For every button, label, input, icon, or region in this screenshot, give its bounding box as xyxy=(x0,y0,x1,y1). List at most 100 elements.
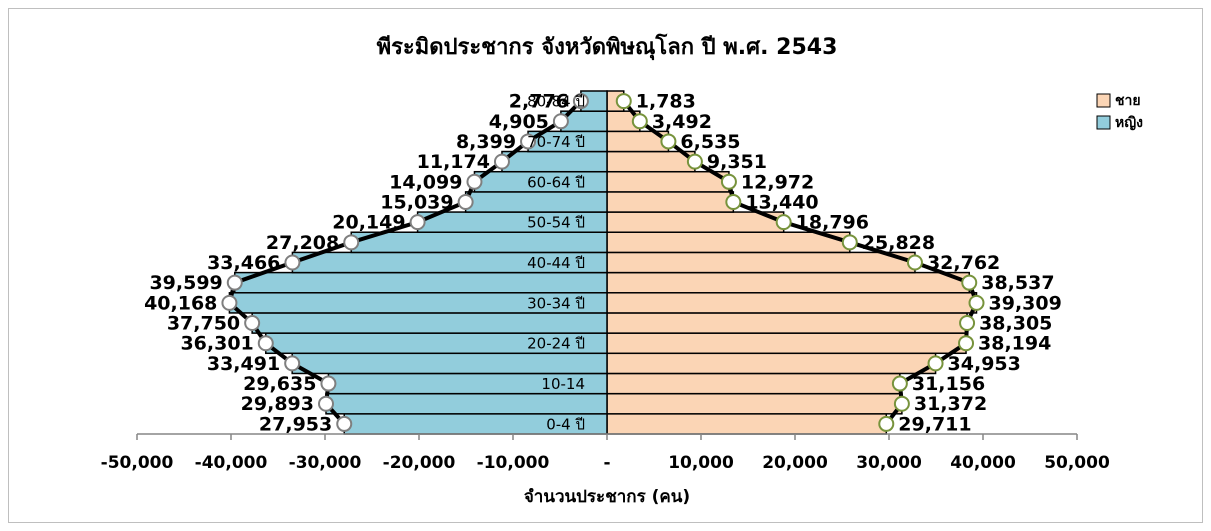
data-label: 6,535 xyxy=(680,131,740,153)
bar xyxy=(291,352,608,375)
bar xyxy=(606,292,978,314)
marker xyxy=(457,193,474,210)
bar xyxy=(606,312,968,334)
data-label: 31,372 xyxy=(914,393,987,415)
marker xyxy=(775,214,792,231)
bar xyxy=(606,372,901,395)
marker xyxy=(318,395,335,412)
bar xyxy=(606,392,903,415)
bar xyxy=(606,191,735,213)
x-tick-label: 50,000 xyxy=(1044,453,1110,473)
marker xyxy=(958,335,975,352)
data-label: 9,351 xyxy=(707,151,767,173)
x-tick-label: 30,000 xyxy=(856,453,922,473)
bar xyxy=(606,251,916,274)
bar xyxy=(606,352,937,375)
x-tick-label: 10,000 xyxy=(668,453,734,473)
bar xyxy=(606,413,888,435)
category-label: 70-74 ปี xyxy=(527,133,585,151)
marker xyxy=(520,133,537,150)
data-label: 38,537 xyxy=(981,272,1054,294)
category-label: 50-54 ปี xyxy=(527,214,585,232)
data-label: 29,711 xyxy=(898,413,971,435)
x-tick-label: - xyxy=(603,453,610,473)
data-label: 13,440 xyxy=(745,191,818,213)
marker xyxy=(968,294,985,311)
marker xyxy=(552,113,569,130)
data-label: 27,953 xyxy=(259,413,332,435)
data-label: 37,750 xyxy=(167,313,240,335)
marker xyxy=(284,254,301,271)
data-label: 39,599 xyxy=(149,272,222,294)
bar xyxy=(234,271,608,294)
data-label: 25,828 xyxy=(862,232,935,254)
data-label: 3,492 xyxy=(652,111,712,133)
data-label: 39,309 xyxy=(989,292,1062,314)
marker xyxy=(343,234,360,251)
bar xyxy=(606,271,970,294)
bar xyxy=(606,231,851,254)
x-tick-label: -10,000 xyxy=(477,453,550,473)
marker xyxy=(257,335,274,352)
bar xyxy=(325,392,608,415)
data-label: 18,796 xyxy=(796,212,869,234)
marker xyxy=(409,214,426,231)
x-tick-label: -20,000 xyxy=(383,453,456,473)
data-label: 20,149 xyxy=(332,212,405,234)
marker xyxy=(221,294,238,311)
bar xyxy=(251,312,608,334)
bar xyxy=(606,170,730,193)
bar xyxy=(501,150,608,173)
marker xyxy=(927,355,944,372)
category-label: 30-34 ปี xyxy=(527,294,585,312)
category-label: 80-84 ปี xyxy=(527,93,585,111)
data-label: 29,635 xyxy=(243,373,316,395)
marker xyxy=(686,153,703,170)
marker xyxy=(841,234,858,251)
marker xyxy=(320,375,337,392)
data-label: 27,208 xyxy=(266,232,339,254)
data-label: 1,783 xyxy=(636,91,696,113)
data-label: 15,039 xyxy=(380,191,453,213)
x-tick-label: 20,000 xyxy=(762,453,828,473)
category-label: 10-14 xyxy=(541,375,585,393)
bar xyxy=(606,332,967,355)
legend-swatch xyxy=(1096,93,1111,108)
bar xyxy=(606,150,696,173)
marker xyxy=(336,415,353,432)
data-label: 36,301 xyxy=(180,333,253,355)
marker xyxy=(493,153,510,170)
data-label: 14,099 xyxy=(389,171,462,193)
marker xyxy=(725,193,742,210)
x-tick-label: -40,000 xyxy=(195,453,268,473)
data-label: 8,399 xyxy=(456,131,516,153)
legend-label: ชาย xyxy=(1115,93,1141,109)
category-label: 60-64 ปี xyxy=(527,173,585,191)
marker xyxy=(961,274,978,291)
data-label: 29,893 xyxy=(241,393,314,415)
category-label: 40-44 ปี xyxy=(527,254,585,272)
legend-swatch xyxy=(1096,115,1111,130)
marker xyxy=(893,395,910,412)
category-label: 0-4 ปี xyxy=(546,415,585,433)
data-label: 31,156 xyxy=(912,373,985,395)
data-label: 34,953 xyxy=(948,353,1021,375)
data-label: 40,168 xyxy=(144,292,217,314)
data-label: 38,305 xyxy=(979,313,1052,335)
x-tick-label: -30,000 xyxy=(289,453,362,473)
marker xyxy=(660,133,677,150)
marker xyxy=(226,274,243,291)
marker xyxy=(466,173,483,190)
data-label: 33,466 xyxy=(207,252,280,274)
data-label: 38,194 xyxy=(978,333,1051,355)
marker xyxy=(891,375,908,392)
data-label: 32,762 xyxy=(927,252,1000,274)
bar xyxy=(606,211,785,233)
marker xyxy=(615,93,632,110)
chart-title: พีระมิดประชากร จังหวัดพิษณุโลก ปี พ.ศ. 2… xyxy=(377,33,838,61)
data-label: 2,776 xyxy=(509,91,569,113)
marker xyxy=(631,113,648,130)
marker xyxy=(906,254,923,271)
legend-label: หญิง xyxy=(1115,115,1143,131)
